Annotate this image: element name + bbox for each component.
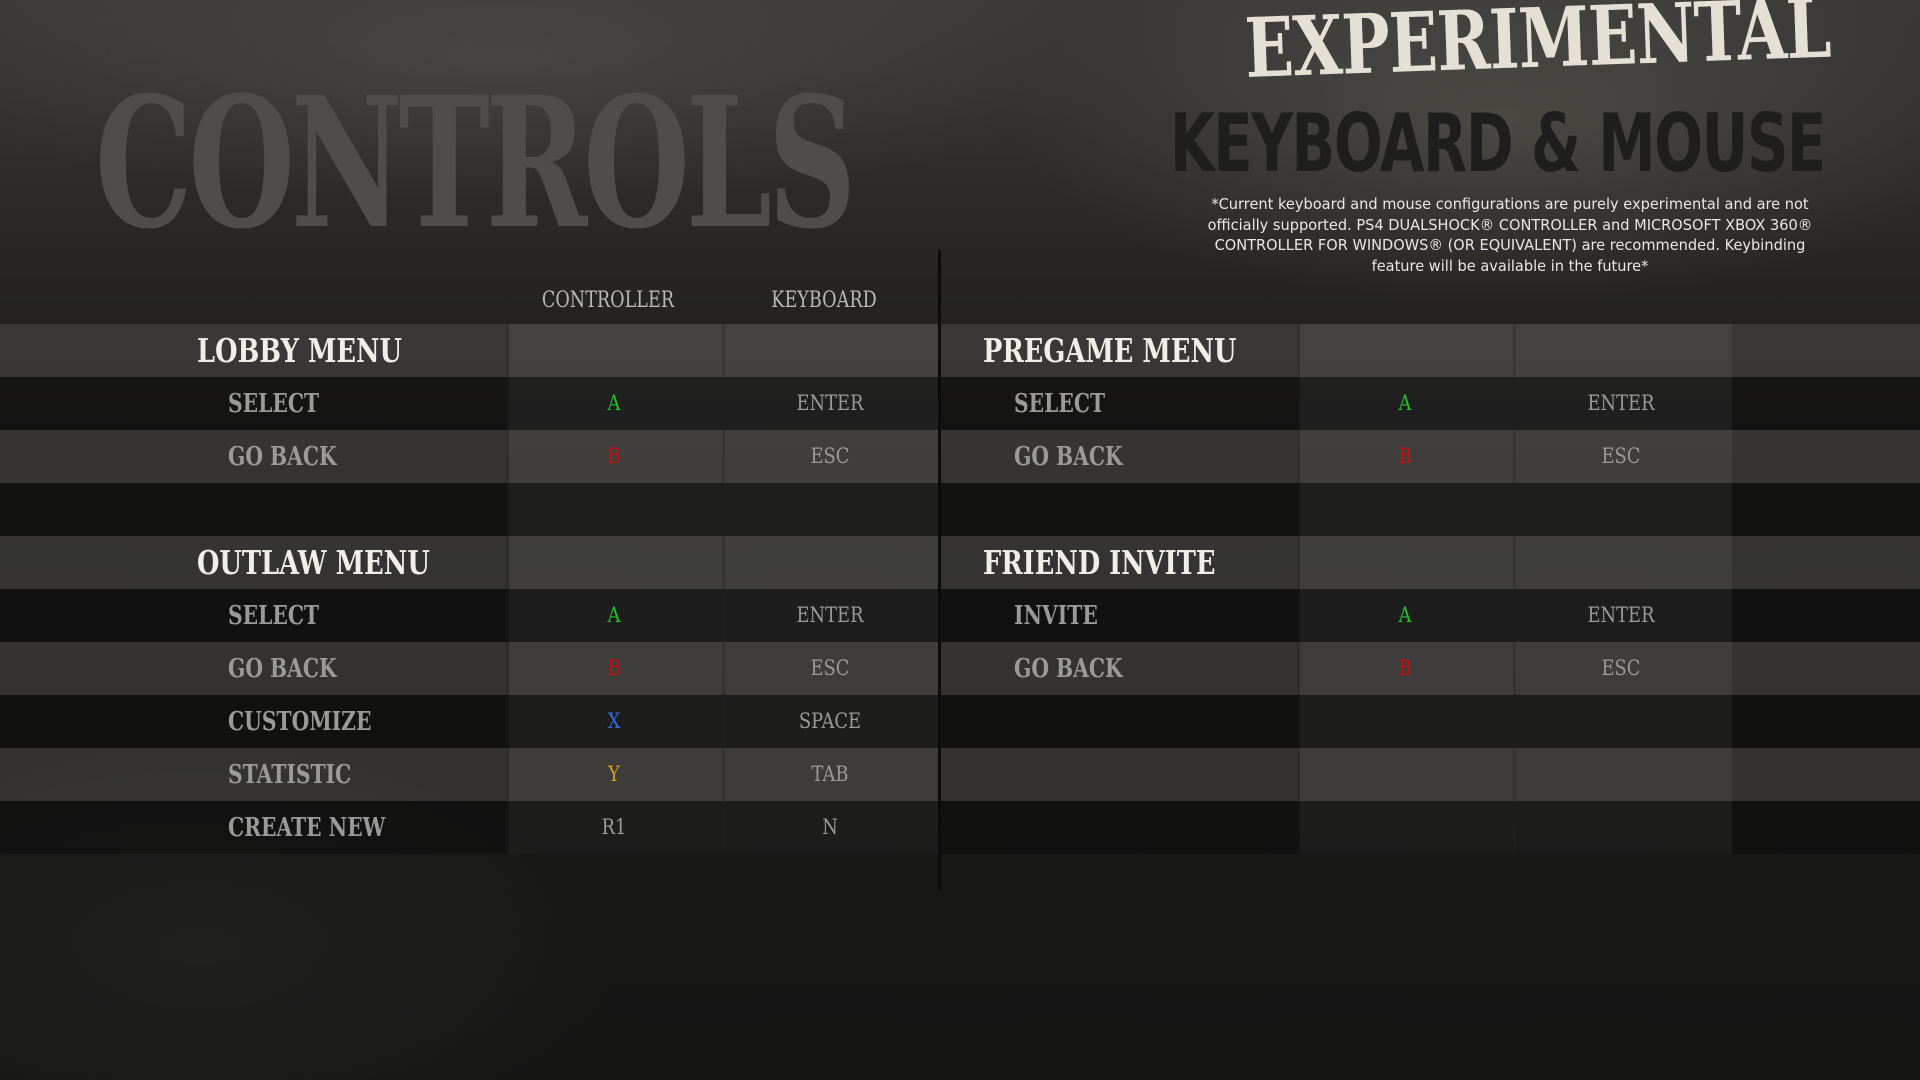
controller-binding: X <box>607 709 621 733</box>
section-title: OUTLAW MENU <box>197 543 430 582</box>
keyboard-binding: ENTER <box>1587 391 1655 415</box>
controller-binding: A <box>607 603 621 627</box>
keyboard-binding: ESC <box>810 656 850 680</box>
keyboard-binding: ESC <box>810 444 850 468</box>
section-title: FRIEND INVITE <box>983 543 1216 582</box>
controller-binding: A <box>1398 603 1412 627</box>
action-label: SELECT <box>1014 389 1106 419</box>
row-band <box>0 801 1920 854</box>
column-shade <box>722 324 941 854</box>
action-label: STATISTIC <box>228 760 352 790</box>
keyboard-binding: ENTER <box>1587 603 1655 627</box>
row-band <box>0 695 1920 748</box>
row-band <box>0 324 1920 377</box>
row-band <box>0 748 1920 801</box>
action-label: GO BACK <box>228 654 337 684</box>
keyboard-binding: ENTER <box>796 391 864 415</box>
row-band <box>0 430 1920 483</box>
experimental-stamp: EXPERIMENTAL <box>1243 0 1832 97</box>
row-band <box>0 483 1920 536</box>
section-title: PREGAME MENU <box>983 331 1237 370</box>
action-label: INVITE <box>1014 601 1098 631</box>
keyboard-binding: ESC <box>1601 444 1641 468</box>
controller-binding: B <box>607 656 621 680</box>
column-header-controller: CONTROLLER <box>541 288 675 313</box>
disclaimer-note: *Current keyboard and mouse configuratio… <box>1207 195 1813 275</box>
keyboard-binding: ESC <box>1601 656 1641 680</box>
keyboard-binding: TAB <box>811 762 849 786</box>
controller-binding: B <box>1398 656 1412 680</box>
row-band <box>0 642 1920 695</box>
column-header-keyboard: KEYBOARD <box>771 288 877 313</box>
keyboard-binding: SPACE <box>798 709 862 733</box>
action-label: SELECT <box>228 601 320 631</box>
row-band <box>0 589 1920 642</box>
column-shade <box>506 324 725 854</box>
controller-binding: Y <box>608 762 620 786</box>
center-divider <box>938 250 941 890</box>
action-label: GO BACK <box>1014 442 1123 472</box>
action-label: GO BACK <box>1014 654 1123 684</box>
controller-binding: B <box>1398 444 1412 468</box>
action-label: SELECT <box>228 389 320 419</box>
row-band <box>0 377 1920 430</box>
controller-binding: A <box>1398 391 1412 415</box>
page-title: CONTROLS <box>95 58 856 269</box>
section-title: LOBBY MENU <box>197 331 403 370</box>
controller-binding: B <box>607 444 621 468</box>
column-shade <box>1297 324 1516 854</box>
action-label: GO BACK <box>228 442 337 472</box>
keyboard-binding: ENTER <box>796 603 864 627</box>
action-label: CREATE NEW <box>228 813 386 843</box>
controller-binding: A <box>607 391 621 415</box>
keyboard-binding: N <box>822 815 838 839</box>
keyboard-mouse-overlay: KEYBOARD & MOUSE <box>1170 97 1826 190</box>
title-the: THE <box>100 5 193 71</box>
column-shade <box>1513 324 1732 854</box>
row-band <box>0 536 1920 589</box>
controller-binding: R1 <box>601 815 627 839</box>
action-label: CUSTOMIZE <box>228 707 372 737</box>
